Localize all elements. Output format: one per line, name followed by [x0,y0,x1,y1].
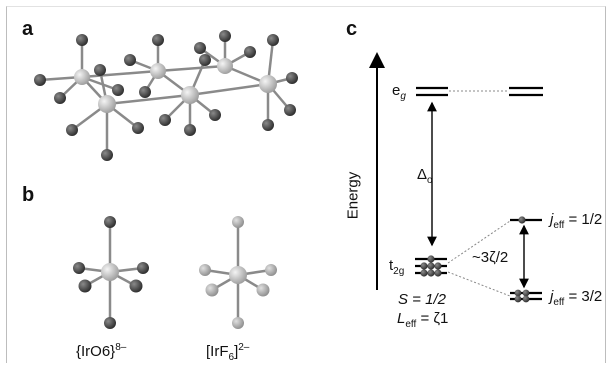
figure-frame [6,6,606,363]
panel-b-iro6-octahedron [73,216,149,329]
panel-label-c: c [346,18,358,40]
panel-label-a: a [22,18,34,40]
iro6-caption: {IrO6}8– [76,342,127,360]
delta-o-label: Δo [417,166,433,186]
jeff-half-label: jeff = 1/2 [550,211,603,231]
jeff-half-electron [518,216,526,224]
connector-to-jeff-three-half [447,271,511,297]
panel-a-oxygen-atoms [34,30,298,161]
jeff-three-half-electrons [514,289,530,303]
energy-axis-label: Energy [344,171,362,220]
eg-label: eg [392,82,406,102]
eg-level-right [509,86,543,97]
irf6-caption: [IrF6]2– [206,342,250,363]
t2g-electrons [420,255,442,277]
panel-a-iridium-atoms [74,58,277,113]
eg-level [416,86,448,97]
t2g-label: t2g [389,257,405,277]
connector-to-jeff-half [447,220,511,264]
panel-label-b: b [22,184,35,206]
spin-label: S = 1/2 [398,291,446,308]
soc-splitting-label: ~3ζ/2 [472,249,509,266]
jeff-three-half-label: jeff = 3/2 [550,288,603,308]
panel-b-irf6-octahedron [199,216,277,329]
leff-label: Leff = ζ1 [397,310,449,330]
